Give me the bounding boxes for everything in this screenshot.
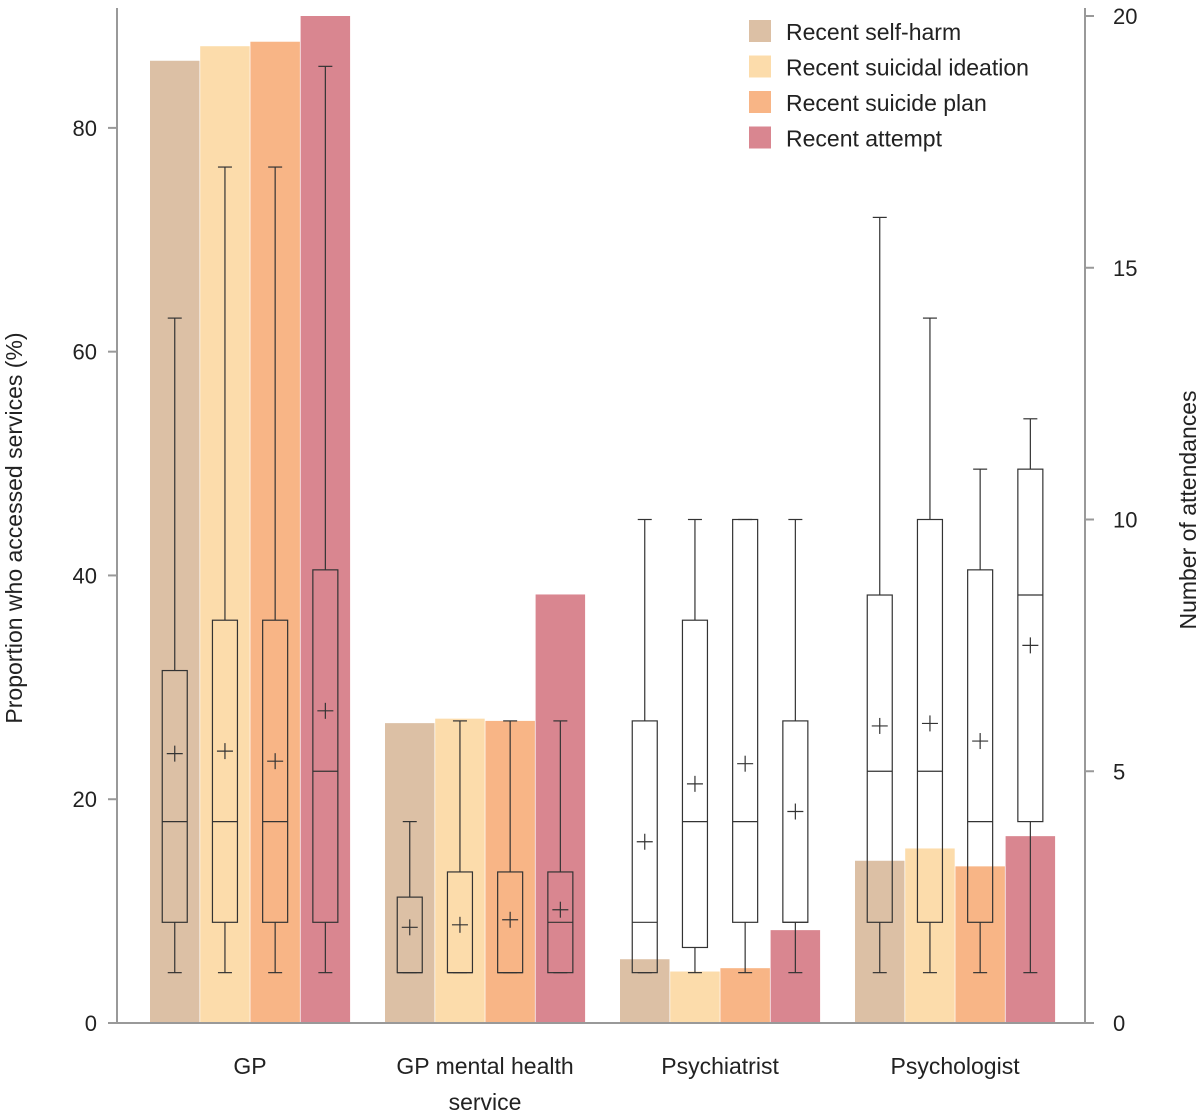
boxplot-0-0 (161, 317, 188, 974)
secondary-y-tick-label: 0 (1113, 1011, 1125, 1036)
bar-2-0 (620, 959, 670, 1023)
legend-label-2: Recent suicide plan (786, 90, 987, 116)
boxplot-1-3 (547, 720, 574, 974)
boxplot-0-1 (211, 166, 239, 974)
y-axis-title: Proportion who accessed services (%) (1, 332, 27, 723)
box (211, 619, 239, 923)
boxplot-3-3 (1017, 418, 1044, 974)
box (732, 518, 759, 923)
boxplot-2-1 (681, 518, 709, 974)
boxplot-1-0 (396, 820, 423, 974)
y-tick-label: 20 (73, 787, 97, 812)
x-category-label: Psychiatrist (661, 1053, 779, 1079)
boxplot-2-0 (631, 518, 658, 974)
legend: Recent self-harm Recent suicidal ideation… (749, 19, 1029, 152)
x-category-label: service (449, 1089, 522, 1113)
box (967, 569, 994, 923)
legend-swatch-1 (749, 55, 771, 78)
legend-swatch-2 (749, 91, 771, 113)
box (312, 569, 339, 923)
secondary-y-axis-title: Number of attendances (1175, 390, 1200, 629)
box (1017, 468, 1044, 823)
secondary-y-tick-label: 20 (1113, 4, 1137, 29)
boxplot-1-1 (446, 720, 474, 974)
box (262, 619, 289, 923)
legend-swatch-3 (749, 126, 771, 149)
box (782, 720, 809, 923)
secondary-y-tick-label: 5 (1113, 759, 1125, 784)
boxplot-1-2 (497, 720, 524, 974)
secondary-y-tick-label: 10 (1113, 508, 1137, 533)
y-tick-label: 60 (73, 340, 97, 365)
legend-swatch-0 (749, 20, 771, 42)
y-tick-label: 40 (73, 563, 97, 588)
x-category-label: GP (233, 1053, 266, 1079)
legend-label-1: Recent suicidal ideation (786, 55, 1029, 81)
boxplot-3-1 (916, 317, 944, 974)
x-category-label: GP mental health (396, 1053, 573, 1079)
boxplot-0-3 (312, 65, 339, 974)
boxplot-2-3 (782, 518, 809, 974)
boxplot-3-0 (866, 216, 893, 974)
box (631, 720, 658, 974)
boxplots-layer (161, 65, 1044, 974)
bar-2-1 (670, 971, 720, 1023)
boxplot-2-2 (732, 518, 759, 974)
boxplot-3-2 (967, 468, 994, 974)
box (681, 619, 709, 949)
y-tick-label: 0 (85, 1011, 97, 1036)
y-tick-label: 80 (73, 116, 97, 141)
legend-label-0: Recent self-harm (786, 19, 961, 45)
secondary-y-tick-label: 15 (1113, 256, 1137, 281)
box (866, 594, 893, 923)
axes-layer: 0 20 40 60 80 0 5 10 15 20 GP GP mental health servi… (73, 4, 1138, 1115)
x-category-label: Psychologist (890, 1053, 1020, 1079)
box (161, 669, 188, 923)
legend-label-3: Recent attempt (786, 126, 943, 152)
bar-2-2 (720, 968, 770, 1023)
box (916, 518, 944, 923)
boxplot-0-2 (262, 166, 289, 974)
